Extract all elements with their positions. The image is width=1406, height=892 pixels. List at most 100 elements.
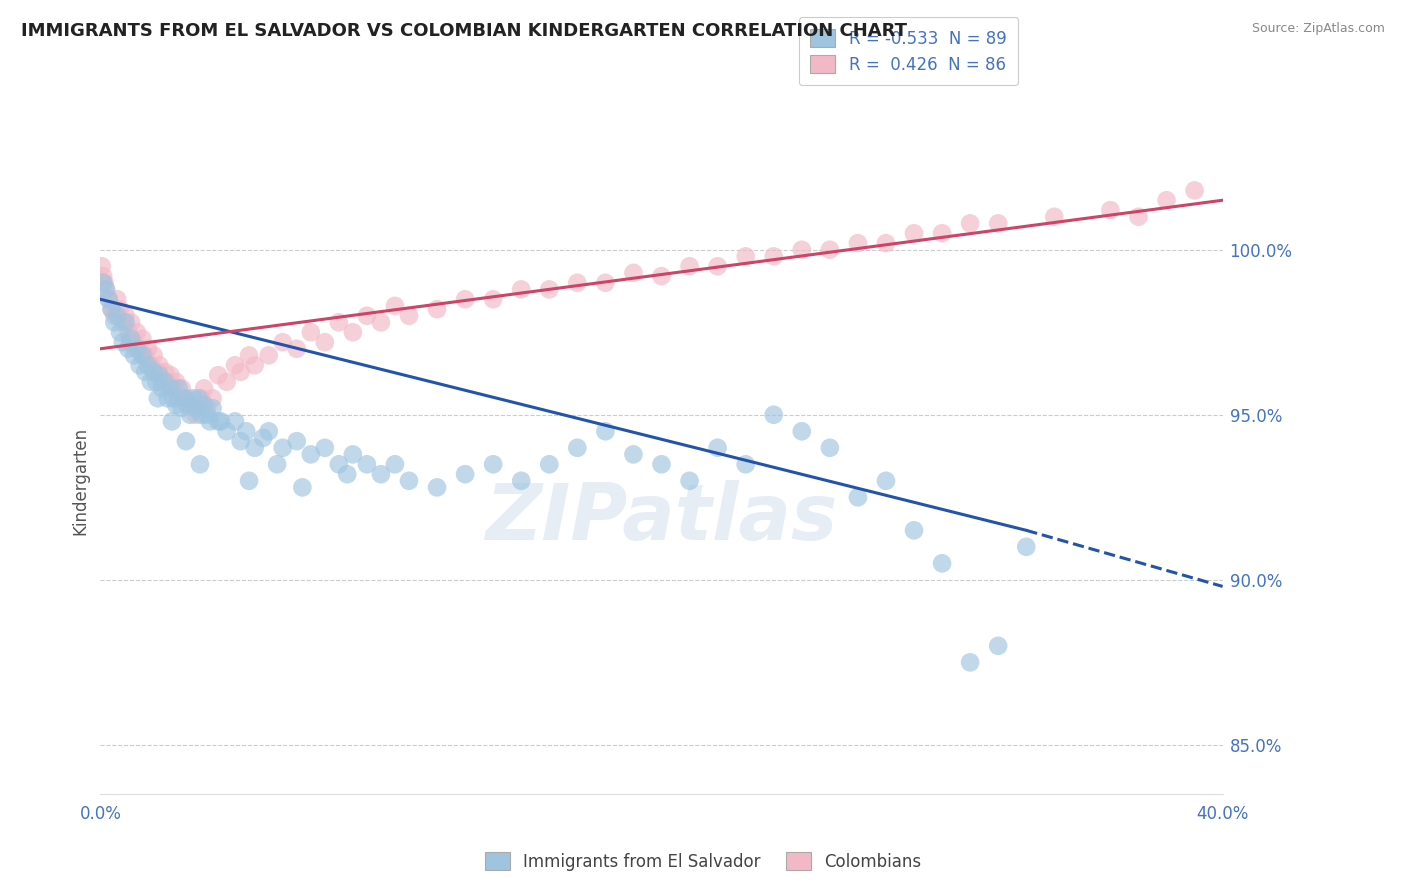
Point	[170, 401, 193, 416]
Point	[229, 434, 252, 449]
Point	[510, 474, 533, 488]
Point	[136, 358, 159, 372]
Point	[1128, 210, 1150, 224]
Point	[131, 332, 153, 346]
Point	[146, 392, 169, 406]
Point	[153, 375, 176, 389]
Point	[190, 392, 212, 406]
Point	[114, 315, 136, 329]
Text: ZIPatlas: ZIPatlas	[485, 481, 838, 557]
Point	[179, 398, 201, 412]
Point	[818, 441, 841, 455]
Point	[173, 392, 195, 406]
Point	[818, 243, 841, 257]
Point	[314, 441, 336, 455]
Point	[285, 342, 308, 356]
Point	[117, 325, 139, 339]
Point	[328, 315, 350, 329]
Point	[207, 414, 229, 428]
Point	[134, 365, 156, 379]
Point	[120, 315, 142, 329]
Point	[181, 392, 204, 406]
Point	[148, 368, 170, 383]
Point	[678, 474, 700, 488]
Point	[165, 398, 187, 412]
Point	[128, 358, 150, 372]
Point	[987, 216, 1010, 230]
Point	[131, 348, 153, 362]
Point	[97, 292, 120, 306]
Point	[136, 342, 159, 356]
Point	[156, 392, 179, 406]
Point	[105, 292, 128, 306]
Point	[650, 458, 672, 472]
Point	[174, 434, 197, 449]
Point	[426, 302, 449, 317]
Point	[299, 325, 322, 339]
Point	[142, 348, 165, 362]
Point	[103, 315, 125, 329]
Point	[193, 398, 215, 412]
Point	[184, 401, 207, 416]
Point	[176, 398, 198, 412]
Point	[398, 474, 420, 488]
Point	[134, 348, 156, 362]
Point	[150, 381, 173, 395]
Point	[184, 408, 207, 422]
Point	[384, 458, 406, 472]
Point	[510, 282, 533, 296]
Point	[120, 332, 142, 346]
Point	[846, 236, 869, 251]
Point	[215, 375, 238, 389]
Point	[139, 358, 162, 372]
Point	[160, 381, 183, 395]
Point	[145, 375, 167, 389]
Point	[762, 408, 785, 422]
Point	[108, 325, 131, 339]
Point	[118, 335, 141, 350]
Point	[356, 309, 378, 323]
Point	[538, 282, 561, 296]
Point	[291, 480, 314, 494]
Point	[875, 236, 897, 251]
Point	[762, 249, 785, 263]
Point	[678, 259, 700, 273]
Point	[195, 408, 218, 422]
Point	[987, 639, 1010, 653]
Point	[623, 266, 645, 280]
Point	[114, 309, 136, 323]
Point	[145, 365, 167, 379]
Point	[215, 425, 238, 439]
Point	[173, 392, 195, 406]
Point	[91, 269, 114, 284]
Point	[398, 309, 420, 323]
Point	[198, 414, 221, 428]
Point	[190, 408, 212, 422]
Point	[179, 408, 201, 422]
Point	[159, 368, 181, 383]
Point	[1043, 210, 1066, 224]
Point	[153, 365, 176, 379]
Point	[146, 365, 169, 379]
Point	[482, 292, 505, 306]
Point	[238, 348, 260, 362]
Point	[93, 276, 115, 290]
Point	[97, 292, 120, 306]
Point	[100, 302, 122, 317]
Point	[1099, 203, 1122, 218]
Point	[734, 458, 756, 472]
Point	[193, 381, 215, 395]
Point	[299, 447, 322, 461]
Point	[125, 325, 148, 339]
Point	[285, 434, 308, 449]
Point	[595, 276, 617, 290]
Point	[94, 282, 117, 296]
Point	[426, 480, 449, 494]
Point	[128, 342, 150, 356]
Text: IMMIGRANTS FROM EL SALVADOR VS COLOMBIAN KINDERGARTEN CORRELATION CHART: IMMIGRANTS FROM EL SALVADOR VS COLOMBIAN…	[21, 22, 907, 40]
Legend: R = -0.533  N = 89, R =  0.426  N = 86: R = -0.533 N = 89, R = 0.426 N = 86	[799, 17, 1018, 86]
Legend: Immigrants from El Salvador, Colombians: Immigrants from El Salvador, Colombians	[477, 844, 929, 880]
Point	[1015, 540, 1038, 554]
Point	[706, 441, 728, 455]
Point	[243, 441, 266, 455]
